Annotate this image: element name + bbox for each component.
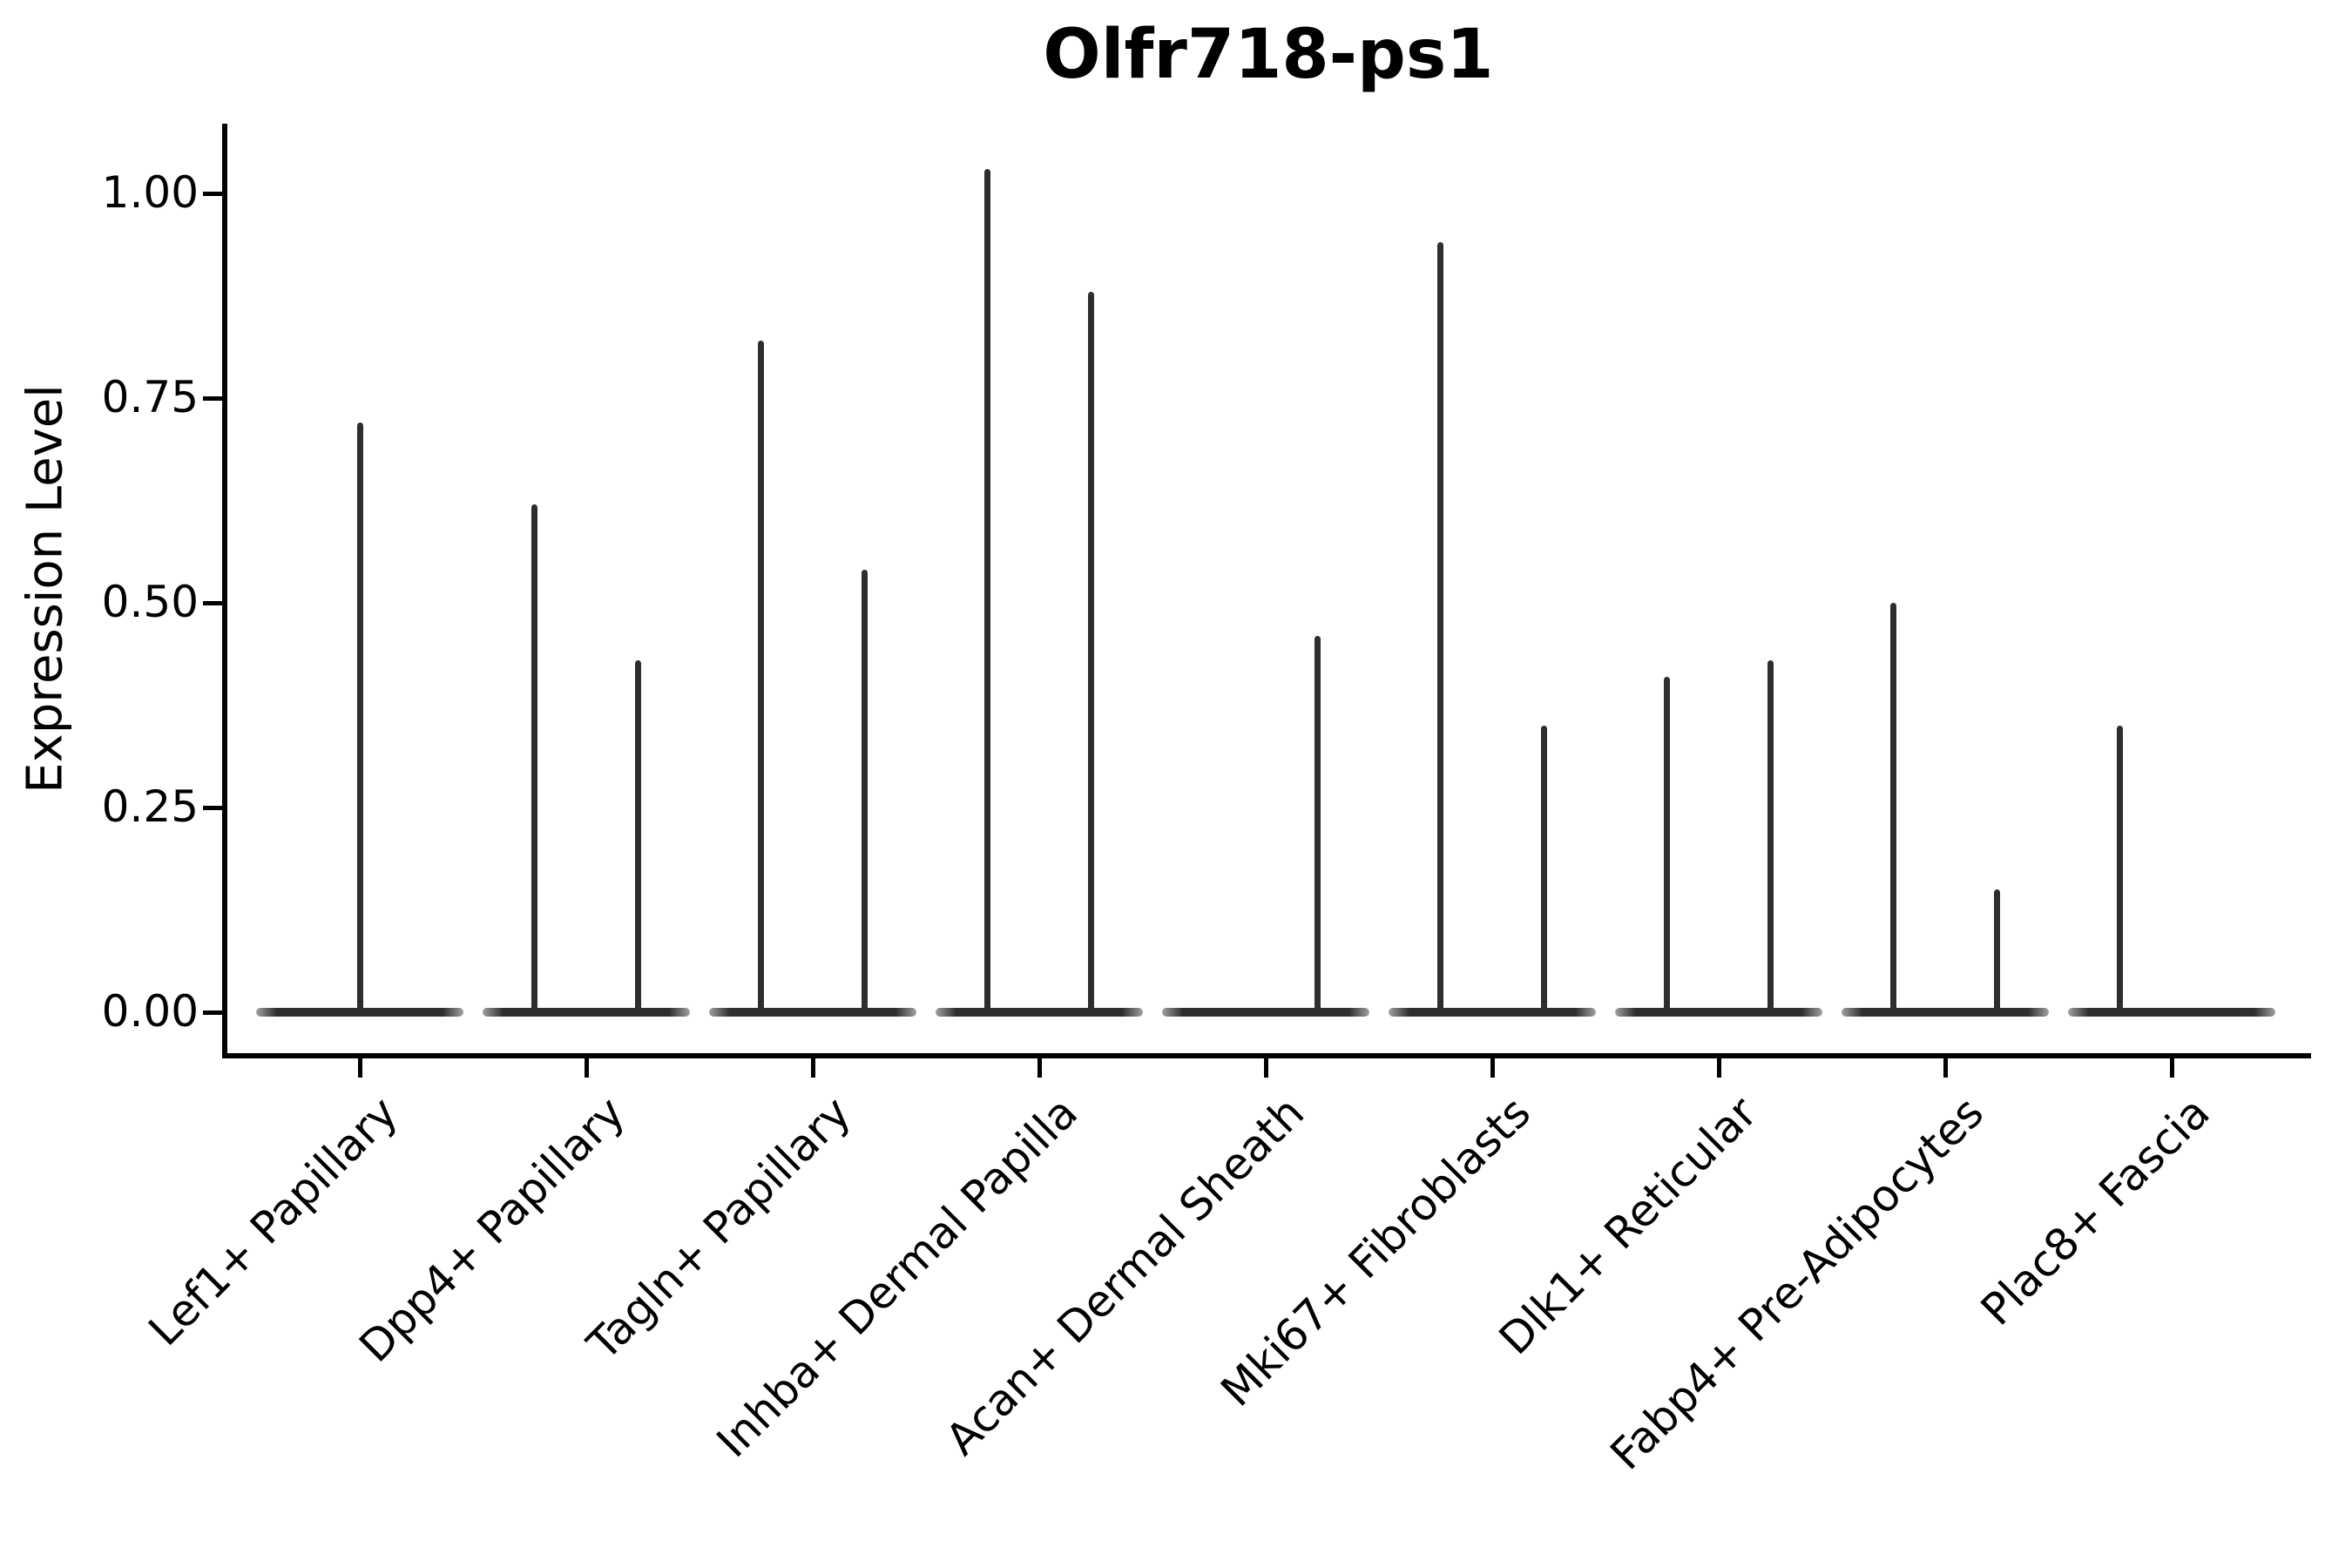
x-tick (357, 1058, 362, 1078)
x-tick (1263, 1058, 1268, 1078)
violin-spike (984, 168, 990, 1012)
x-tick (2169, 1058, 2174, 1078)
violin-spike (1541, 726, 1547, 1012)
violin-spike (1994, 889, 2000, 1012)
violin-spike (635, 659, 641, 1012)
violin-spike (1890, 603, 1896, 1012)
y-tick-label: 0.50 (101, 576, 199, 627)
y-tick-label: 0.25 (101, 781, 199, 832)
x-tick-label: Acan+ Dermal Sheath (936, 1087, 1315, 1465)
x-tick-label: Inhba+ Dermal Papilla (706, 1087, 1088, 1468)
x-tick (810, 1058, 815, 1078)
plot-title: Olfr718-ps1 (1043, 16, 1494, 94)
violin-base (1162, 1008, 1369, 1017)
violin-spike (1664, 676, 1670, 1012)
violin-base (1842, 1008, 2049, 1017)
violin-spike (356, 422, 363, 1012)
x-tick (1490, 1058, 1495, 1078)
violin-spike (862, 570, 868, 1012)
x-tick (1716, 1058, 1721, 1078)
violin-spike (1767, 659, 1774, 1012)
violin-base (2068, 1008, 2275, 1017)
y-tick-label: 0.75 (101, 371, 199, 422)
y-tick (203, 395, 222, 401)
y-tick (203, 191, 222, 196)
violin-base (483, 1008, 690, 1017)
violin-base (1615, 1008, 1822, 1017)
y-tick-label: 1.00 (101, 166, 199, 218)
violin-spike (1315, 635, 1321, 1012)
x-tick (1037, 1058, 1042, 1078)
y-tick (203, 1010, 222, 1015)
y-tick-label: 0.00 (101, 985, 199, 1037)
violin-spike (758, 341, 764, 1012)
violin-spike (531, 504, 537, 1012)
y-axis-label: Expression Level (17, 384, 74, 794)
violin-base (256, 1008, 463, 1017)
x-axis-spine (222, 1053, 2311, 1058)
violin-spike (1437, 242, 1443, 1012)
x-tick (1943, 1058, 1948, 1078)
violin-spike (1088, 291, 1094, 1012)
x-tick-label: Lef1+ Papillary (139, 1087, 409, 1356)
y-axis-spine (222, 124, 227, 1058)
x-tick (584, 1058, 589, 1078)
y-tick (203, 600, 222, 605)
x-tick-label: Plac8+ Fascia (1971, 1087, 2220, 1335)
violin-base (1389, 1008, 1596, 1017)
violin-base (709, 1008, 916, 1017)
violin-spike (2117, 726, 2123, 1012)
violin-base (936, 1008, 1143, 1017)
y-tick (203, 805, 222, 810)
x-tick-label: Fabp4+ Pre-Adipocytes (1600, 1087, 1994, 1480)
